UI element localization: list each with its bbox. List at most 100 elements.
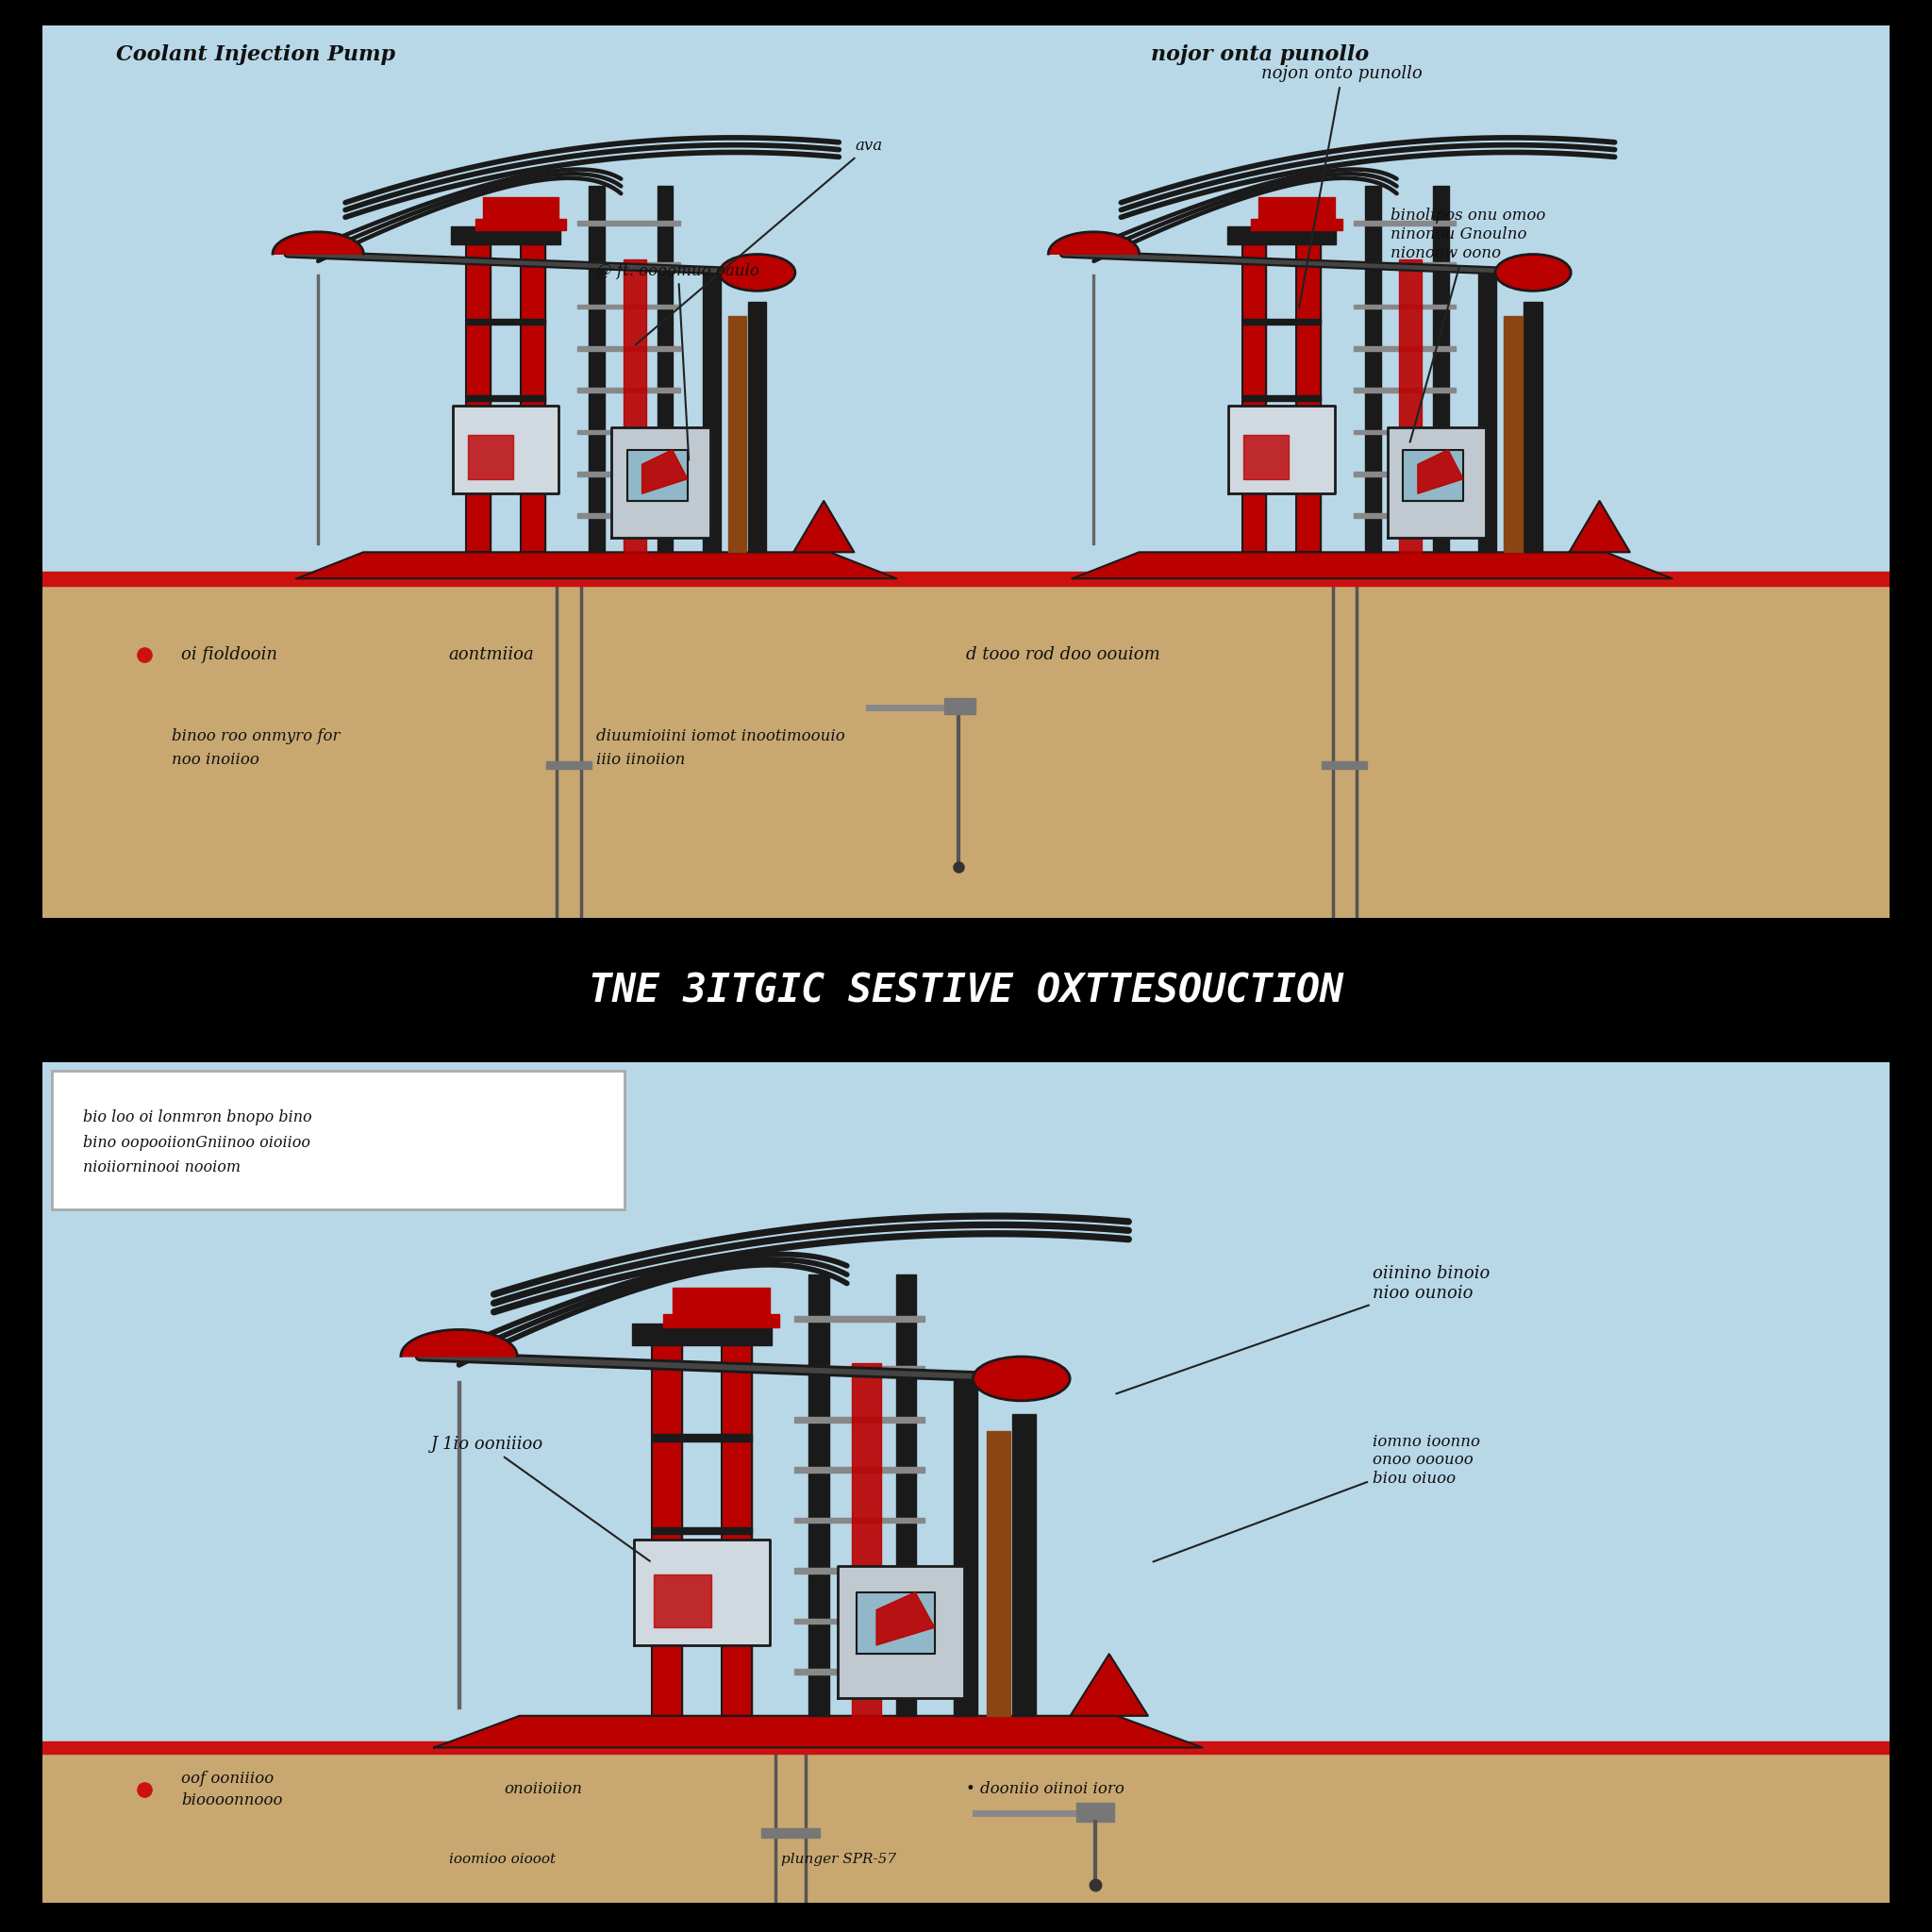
Polygon shape <box>578 263 680 267</box>
Polygon shape <box>794 1619 925 1625</box>
Polygon shape <box>43 25 1889 578</box>
Polygon shape <box>452 406 558 493</box>
Polygon shape <box>651 1434 752 1441</box>
Polygon shape <box>1296 245 1321 553</box>
Text: ioomioo oiooot: ioomioo oiooot <box>448 1853 556 1866</box>
Text: J 1io ooniiioo: J 1io ooniiioo <box>431 1435 649 1561</box>
FancyBboxPatch shape <box>52 1070 624 1209</box>
Text: TNE 3ITGIC SESTIVE OXTTESOUCTION: TNE 3ITGIC SESTIVE OXTTESOUCTION <box>589 972 1343 1010</box>
Polygon shape <box>651 1526 752 1534</box>
Polygon shape <box>632 1323 771 1345</box>
Polygon shape <box>1403 450 1463 500</box>
Polygon shape <box>1387 427 1486 537</box>
Polygon shape <box>810 1275 829 1716</box>
Polygon shape <box>794 1569 925 1573</box>
Polygon shape <box>653 1575 711 1627</box>
Polygon shape <box>43 578 1889 918</box>
Polygon shape <box>1072 553 1673 578</box>
Polygon shape <box>466 396 545 402</box>
Polygon shape <box>1505 315 1522 553</box>
Polygon shape <box>1354 263 1455 267</box>
Polygon shape <box>547 761 591 769</box>
Polygon shape <box>400 1329 518 1356</box>
Polygon shape <box>838 1565 964 1698</box>
Polygon shape <box>483 197 558 226</box>
Text: nojon onto punollo: nojon onto punollo <box>1262 66 1422 309</box>
Polygon shape <box>578 303 680 309</box>
Text: oof ooniiioo
bioooonnooo: oof ooniiioo bioooonnooo <box>182 1770 282 1808</box>
Polygon shape <box>794 1519 925 1522</box>
Polygon shape <box>1418 450 1463 493</box>
Polygon shape <box>954 1381 978 1716</box>
Polygon shape <box>624 259 645 553</box>
Polygon shape <box>1242 245 1265 553</box>
Polygon shape <box>877 1592 935 1646</box>
Text: binolipos onu omoo
ninonou Gnoulno
nionoow oono: binolipos onu omoo ninonou Gnoulno niono… <box>1391 209 1546 442</box>
Text: d tooo rod doo oouiom: d tooo rod doo oouiom <box>966 645 1159 663</box>
Polygon shape <box>43 1741 1889 1754</box>
Polygon shape <box>663 1314 779 1327</box>
Polygon shape <box>945 699 976 715</box>
Text: binoo roo onmyro for
noo inoiioo: binoo roo onmyro for noo inoiioo <box>172 728 340 767</box>
Polygon shape <box>1364 185 1381 553</box>
Polygon shape <box>435 1716 1202 1748</box>
FancyBboxPatch shape <box>27 17 1905 925</box>
Text: diuumioiini iomot inootimoouio
iiio iinoiion: diuumioiini iomot inootimoouio iiio iino… <box>597 728 846 767</box>
Polygon shape <box>1354 429 1455 435</box>
Polygon shape <box>748 301 767 553</box>
Polygon shape <box>728 315 746 553</box>
Text: oiinino binoio
nioo ounoio: oiinino binoio nioo ounoio <box>1117 1265 1490 1393</box>
Polygon shape <box>794 1416 925 1422</box>
Polygon shape <box>578 429 680 435</box>
Polygon shape <box>858 1592 935 1654</box>
Text: bio loo oi lonmron bnopo bino
bino oopooiionGniinoo oioiioo
nioiiorninooi nooiom: bio loo oi lonmron bnopo bino bino oopoo… <box>83 1109 313 1175</box>
Polygon shape <box>468 435 514 479</box>
Polygon shape <box>634 1540 769 1646</box>
Polygon shape <box>589 185 605 553</box>
Polygon shape <box>1242 396 1321 402</box>
Circle shape <box>1495 255 1571 292</box>
Text: • dooniio oiinoi ioro: • dooniio oiinoi ioro <box>966 1781 1124 1797</box>
Polygon shape <box>1321 761 1368 769</box>
Polygon shape <box>1478 274 1497 553</box>
Polygon shape <box>272 232 363 253</box>
Polygon shape <box>641 450 688 493</box>
Polygon shape <box>852 1362 881 1716</box>
Text: aontmiioa: aontmiioa <box>448 645 535 663</box>
Text: ava: ava <box>636 137 883 344</box>
Polygon shape <box>522 245 545 553</box>
Polygon shape <box>1070 1654 1148 1716</box>
Circle shape <box>719 255 796 292</box>
Polygon shape <box>794 500 854 553</box>
Polygon shape <box>466 245 491 553</box>
FancyBboxPatch shape <box>27 1057 1905 1909</box>
Polygon shape <box>452 226 560 245</box>
Polygon shape <box>1434 185 1449 553</box>
Polygon shape <box>466 319 545 325</box>
Text: iomno ioonno
onoo ooouoo
biou oiuoo: iomno ioonno onoo ooouoo biou oiuoo <box>1153 1434 1480 1561</box>
Polygon shape <box>1244 435 1289 479</box>
Polygon shape <box>1076 1803 1113 1822</box>
Polygon shape <box>896 1275 916 1716</box>
Polygon shape <box>1524 301 1542 553</box>
Polygon shape <box>1569 500 1631 553</box>
Polygon shape <box>1354 303 1455 309</box>
Polygon shape <box>1242 473 1321 479</box>
Polygon shape <box>657 185 672 553</box>
Polygon shape <box>1399 259 1422 553</box>
Polygon shape <box>0 935 1932 1047</box>
Text: Coolant Injection Pump: Coolant Injection Pump <box>116 44 396 66</box>
Polygon shape <box>1354 514 1455 518</box>
Text: nojor onta punollo: nojor onta punollo <box>1151 44 1370 66</box>
Circle shape <box>974 1356 1070 1401</box>
Polygon shape <box>1260 197 1335 226</box>
Polygon shape <box>466 473 545 479</box>
Polygon shape <box>721 1345 752 1716</box>
Polygon shape <box>651 1345 682 1716</box>
Polygon shape <box>1354 471 1455 475</box>
Polygon shape <box>43 1748 1889 1903</box>
Polygon shape <box>1354 346 1455 350</box>
Polygon shape <box>626 450 688 500</box>
Polygon shape <box>1242 319 1321 325</box>
Polygon shape <box>43 572 1889 585</box>
